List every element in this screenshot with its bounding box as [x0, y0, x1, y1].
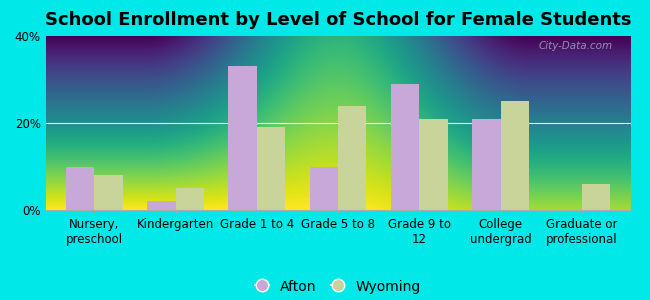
Bar: [66, 167, 94, 210]
Bar: [176, 188, 204, 210]
Bar: [338, 106, 367, 210]
Text: City-Data.com: City-Data.com: [539, 41, 613, 51]
Bar: [582, 184, 610, 210]
Bar: [309, 167, 338, 210]
Bar: [94, 175, 123, 210]
Bar: [500, 101, 529, 210]
Bar: [472, 118, 500, 210]
Title: School Enrollment by Level of School for Female Students: School Enrollment by Level of School for…: [45, 11, 631, 29]
Bar: [257, 127, 285, 210]
Legend: Afton, Wyoming: Afton, Wyoming: [255, 280, 421, 293]
Bar: [228, 66, 257, 210]
Bar: [147, 201, 176, 210]
Bar: [391, 84, 419, 210]
Bar: [419, 118, 448, 210]
